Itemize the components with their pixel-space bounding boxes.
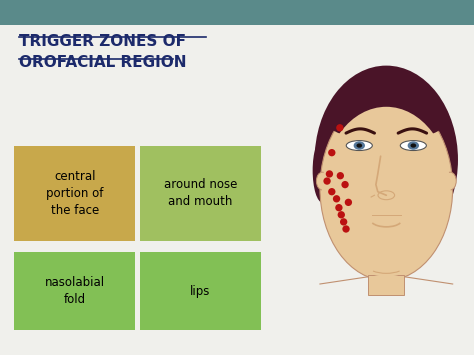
- Text: nasolabial
fold: nasolabial fold: [45, 276, 105, 306]
- Point: [345, 200, 352, 205]
- Ellipse shape: [346, 141, 373, 151]
- Text: lips: lips: [190, 285, 210, 297]
- Circle shape: [356, 143, 362, 148]
- Point: [326, 171, 333, 177]
- FancyBboxPatch shape: [0, 0, 474, 25]
- Point: [342, 226, 350, 232]
- Ellipse shape: [400, 141, 427, 151]
- Point: [341, 182, 349, 187]
- Ellipse shape: [444, 172, 456, 190]
- Point: [333, 196, 340, 202]
- Ellipse shape: [313, 138, 333, 203]
- Ellipse shape: [320, 96, 453, 280]
- Point: [328, 150, 336, 155]
- FancyBboxPatch shape: [140, 146, 261, 241]
- Point: [336, 125, 344, 131]
- Text: OROFACIAL REGION: OROFACIAL REGION: [19, 55, 186, 70]
- Point: [328, 189, 336, 195]
- FancyBboxPatch shape: [140, 252, 261, 330]
- FancyBboxPatch shape: [368, 275, 404, 295]
- Point: [323, 178, 331, 184]
- Point: [337, 212, 345, 218]
- FancyBboxPatch shape: [14, 146, 135, 241]
- Ellipse shape: [322, 107, 451, 277]
- Point: [335, 205, 343, 211]
- Text: around nose
and mouth: around nose and mouth: [164, 179, 237, 208]
- Point: [337, 173, 344, 179]
- Text: central
portion of
the face: central portion of the face: [46, 170, 103, 217]
- FancyBboxPatch shape: [14, 252, 135, 330]
- Ellipse shape: [315, 66, 458, 254]
- Ellipse shape: [323, 95, 449, 141]
- Ellipse shape: [316, 172, 328, 190]
- Text: TRIGGER ZONES OF: TRIGGER ZONES OF: [19, 34, 186, 49]
- Circle shape: [410, 143, 416, 148]
- Circle shape: [354, 141, 365, 150]
- Point: [340, 219, 347, 225]
- Circle shape: [408, 141, 419, 150]
